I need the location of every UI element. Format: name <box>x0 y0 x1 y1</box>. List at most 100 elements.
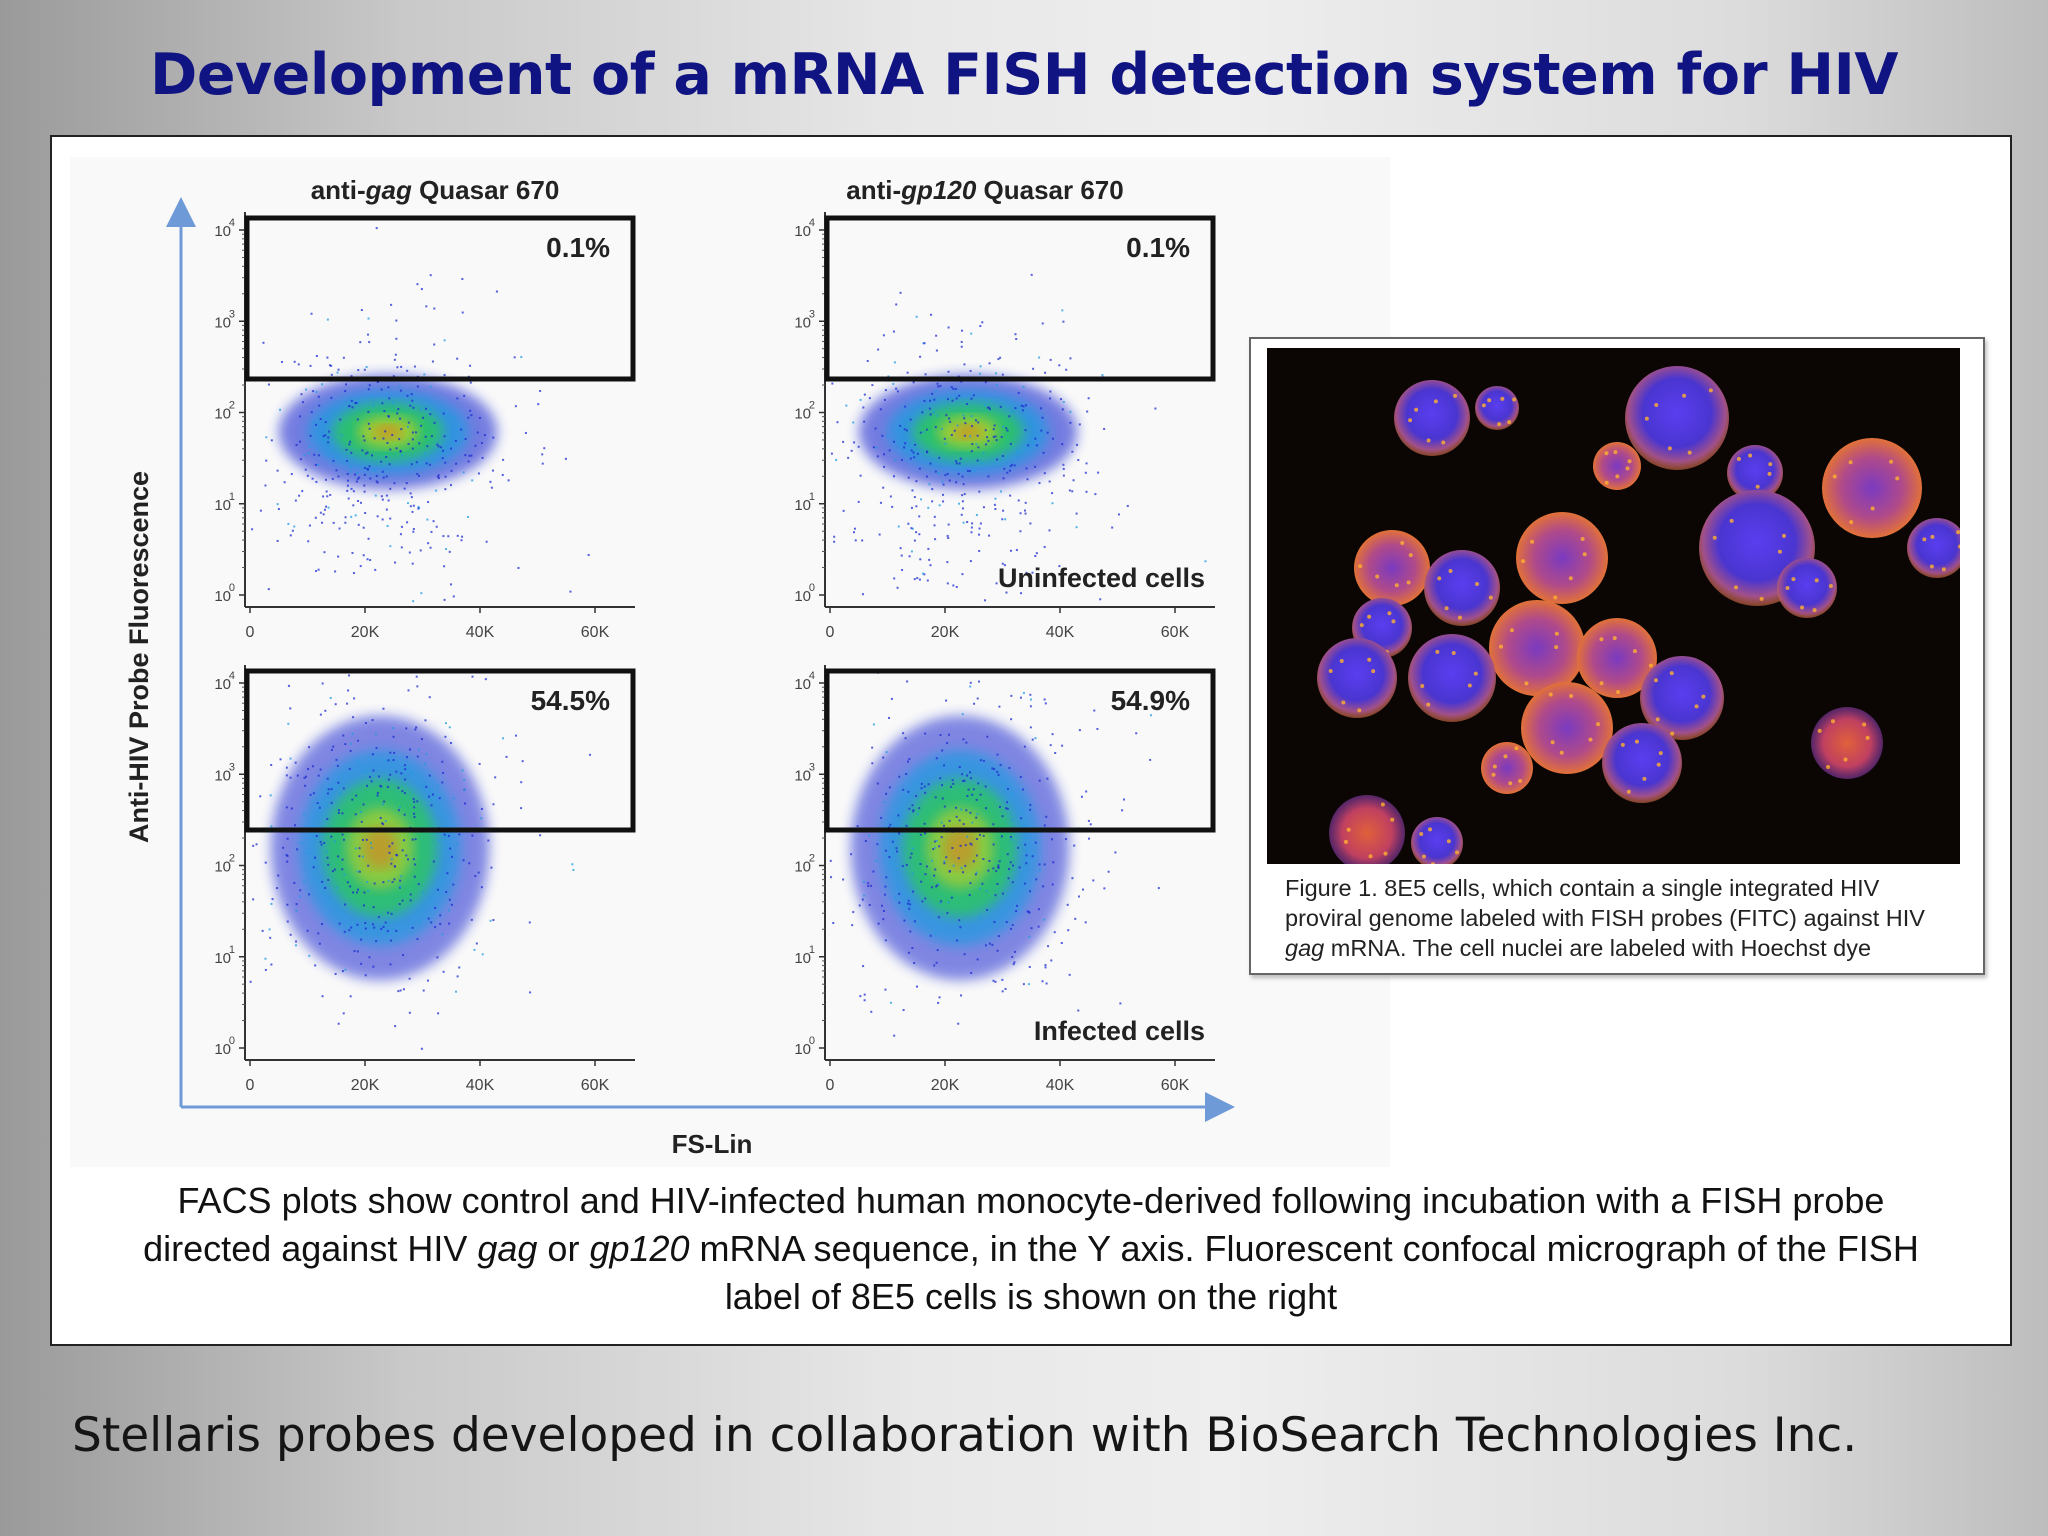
event-dot <box>851 924 854 927</box>
event-dot <box>923 399 926 402</box>
event-dot <box>976 434 979 437</box>
event-dot <box>932 848 935 851</box>
event-dot <box>326 777 329 780</box>
event-dot <box>924 373 927 376</box>
event-dot <box>350 375 353 378</box>
caption-line-2: proviral genome labeled with FISH probes… <box>1285 905 1925 931</box>
event-dot <box>1043 472 1046 475</box>
event-dot <box>870 1010 873 1013</box>
event-dot <box>1035 552 1038 555</box>
event-dot <box>969 681 972 684</box>
event-dot <box>419 549 422 552</box>
cell <box>1907 518 1960 578</box>
event-dot <box>876 782 879 785</box>
event-dot <box>336 764 339 767</box>
event-dot <box>317 463 320 466</box>
event-dot <box>366 468 369 471</box>
event-dot <box>334 972 337 975</box>
event-dot <box>994 497 997 500</box>
fish-signal-spot <box>1599 637 1604 642</box>
event-dot <box>409 899 412 902</box>
event-dot <box>940 821 943 824</box>
event-dot <box>396 412 399 415</box>
event-dot <box>933 964 936 967</box>
event-dot <box>1061 408 1064 411</box>
event-dot <box>1054 751 1057 754</box>
event-dot <box>433 459 436 462</box>
event-dot <box>505 755 508 758</box>
event-dot <box>963 779 966 782</box>
event-dot <box>351 732 354 735</box>
gate-box <box>244 668 636 833</box>
event-dot <box>1008 766 1011 769</box>
event-dot <box>1075 526 1078 529</box>
fish-signal-spot <box>1454 850 1459 855</box>
event-dot <box>469 381 472 384</box>
event-dot <box>342 787 345 790</box>
event-dot <box>961 494 964 497</box>
event-dot <box>1011 864 1014 867</box>
event-dot <box>389 517 392 520</box>
event-dot <box>904 442 907 445</box>
event-dot <box>462 859 465 862</box>
event-dot <box>436 475 439 478</box>
event-dot <box>1081 888 1084 891</box>
event-dot <box>524 431 527 434</box>
event-dot <box>381 402 384 405</box>
event-dot <box>372 965 375 968</box>
event-dot <box>468 862 471 865</box>
event-dot <box>896 850 899 853</box>
event-dot <box>449 742 452 745</box>
event-dot <box>934 426 937 429</box>
event-dot <box>369 775 372 778</box>
event-dot <box>385 494 388 497</box>
event-dot <box>337 1022 340 1025</box>
event-dot <box>992 435 995 438</box>
event-dot <box>977 680 980 683</box>
event-dot <box>382 707 385 710</box>
event-dot <box>1069 421 1072 424</box>
event-dot <box>903 919 906 922</box>
event-dot <box>919 558 922 561</box>
event-dot <box>289 534 292 537</box>
event-dot <box>895 303 898 306</box>
gate-percentage: 54.9% <box>1111 685 1190 716</box>
event-dot <box>978 533 981 536</box>
event-dot <box>1026 478 1029 481</box>
event-dot <box>314 964 317 967</box>
event-dot <box>953 429 956 432</box>
event-dot <box>492 469 495 472</box>
event-dot <box>1086 410 1089 413</box>
x-tick-label: 0 <box>826 624 835 641</box>
event-dot <box>492 803 495 806</box>
event-dot <box>1058 565 1061 568</box>
event-dot <box>373 926 376 929</box>
event-dot <box>919 431 922 434</box>
event-dot <box>387 778 390 781</box>
event-dot <box>424 435 427 438</box>
event-dot <box>1101 374 1104 377</box>
event-dot <box>414 863 417 866</box>
y-tick-exponent: 3 <box>809 308 815 320</box>
event-dot <box>398 385 401 388</box>
event-dot <box>513 356 516 359</box>
event-dot <box>414 838 417 841</box>
event-dot <box>452 595 455 598</box>
event-dot <box>460 428 463 431</box>
event-dot <box>939 734 942 737</box>
gate-percentage: 0.1% <box>546 232 610 263</box>
fish-signal-spot <box>1616 689 1621 694</box>
event-dot <box>923 573 926 576</box>
fish-signal-spot <box>1408 553 1413 558</box>
event-dot <box>958 502 961 505</box>
event-dot <box>949 785 952 788</box>
event-dot <box>391 842 394 845</box>
event-dot <box>441 760 444 763</box>
event-dot <box>920 880 923 883</box>
event-dot <box>907 476 910 479</box>
event-dot <box>881 434 884 437</box>
event-dot <box>400 546 403 549</box>
event-dot <box>404 768 407 771</box>
event-dot <box>267 383 270 386</box>
event-dot <box>997 866 1000 869</box>
